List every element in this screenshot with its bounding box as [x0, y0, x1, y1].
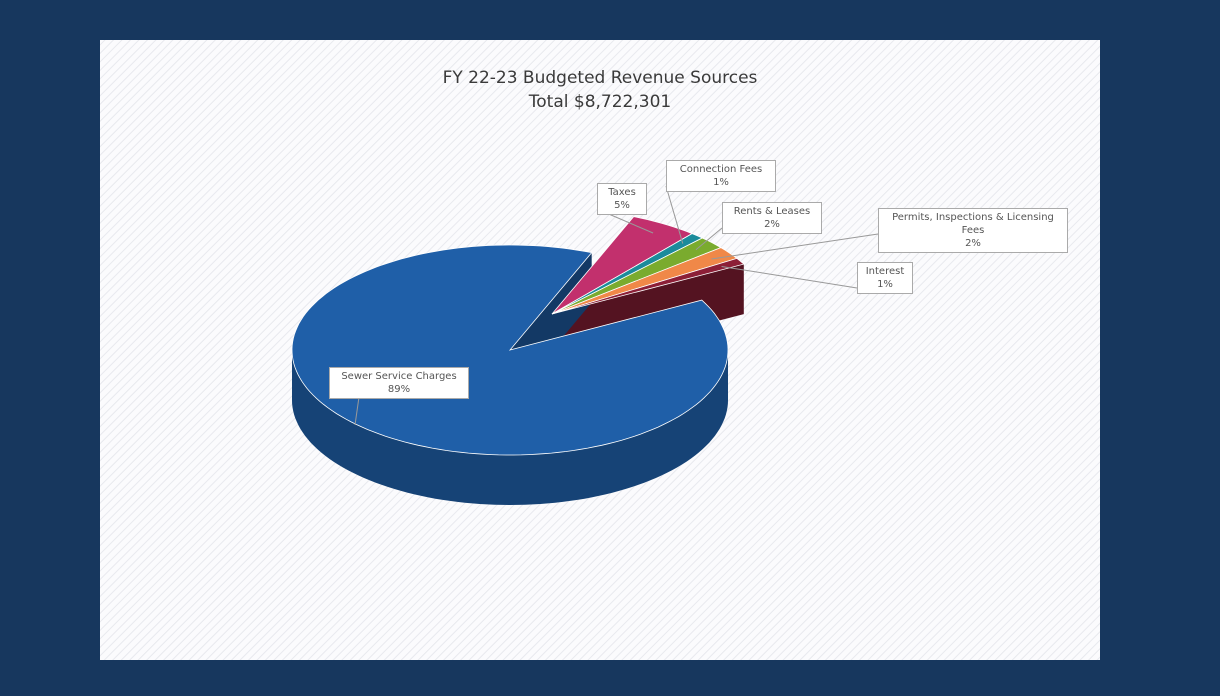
chart-subtitle: Total $8,722,301: [528, 92, 672, 112]
slice: [551, 257, 745, 315]
chart-title: FY 22-23 Budgeted Revenue Sources: [442, 68, 758, 88]
data-label: Interest 1%: [857, 262, 913, 294]
label-name: Interest: [865, 266, 905, 277]
leaders: [354, 185, 879, 426]
label-value: 89%: [387, 384, 411, 395]
label-value: 5%: [614, 200, 630, 211]
slice: [291, 244, 729, 456]
label-name: Sewer Service Charges: [341, 371, 457, 382]
label-value: 1%: [877, 279, 893, 290]
leader-line: [354, 396, 360, 426]
data-label: Sewer Service Charges 89%: [329, 367, 469, 399]
pie: [291, 216, 745, 505]
data-label: Rents & Leases 2%: [722, 202, 822, 234]
label-name: Rents & Leases: [733, 206, 811, 217]
label-name: Taxes: [608, 187, 636, 198]
label-value: 2%: [764, 219, 780, 230]
leader-line: [721, 265, 858, 289]
label-name: Permits, Inspections & Licensing Fees: [892, 212, 1054, 236]
label-value: 1%: [713, 177, 729, 188]
slice-side: [292, 350, 728, 505]
data-label: Taxes 5%: [597, 183, 647, 215]
data-label: Permits, Inspections & Licensing Fees 2%: [878, 208, 1068, 253]
leader-line: [665, 185, 684, 244]
slice: [551, 216, 694, 315]
label-value: 2%: [965, 238, 981, 249]
leader-line: [711, 233, 879, 260]
label-name: Connection Fees: [679, 164, 763, 175]
data-label: Connection Fees 1%: [666, 160, 776, 192]
leader-line: [695, 227, 723, 251]
